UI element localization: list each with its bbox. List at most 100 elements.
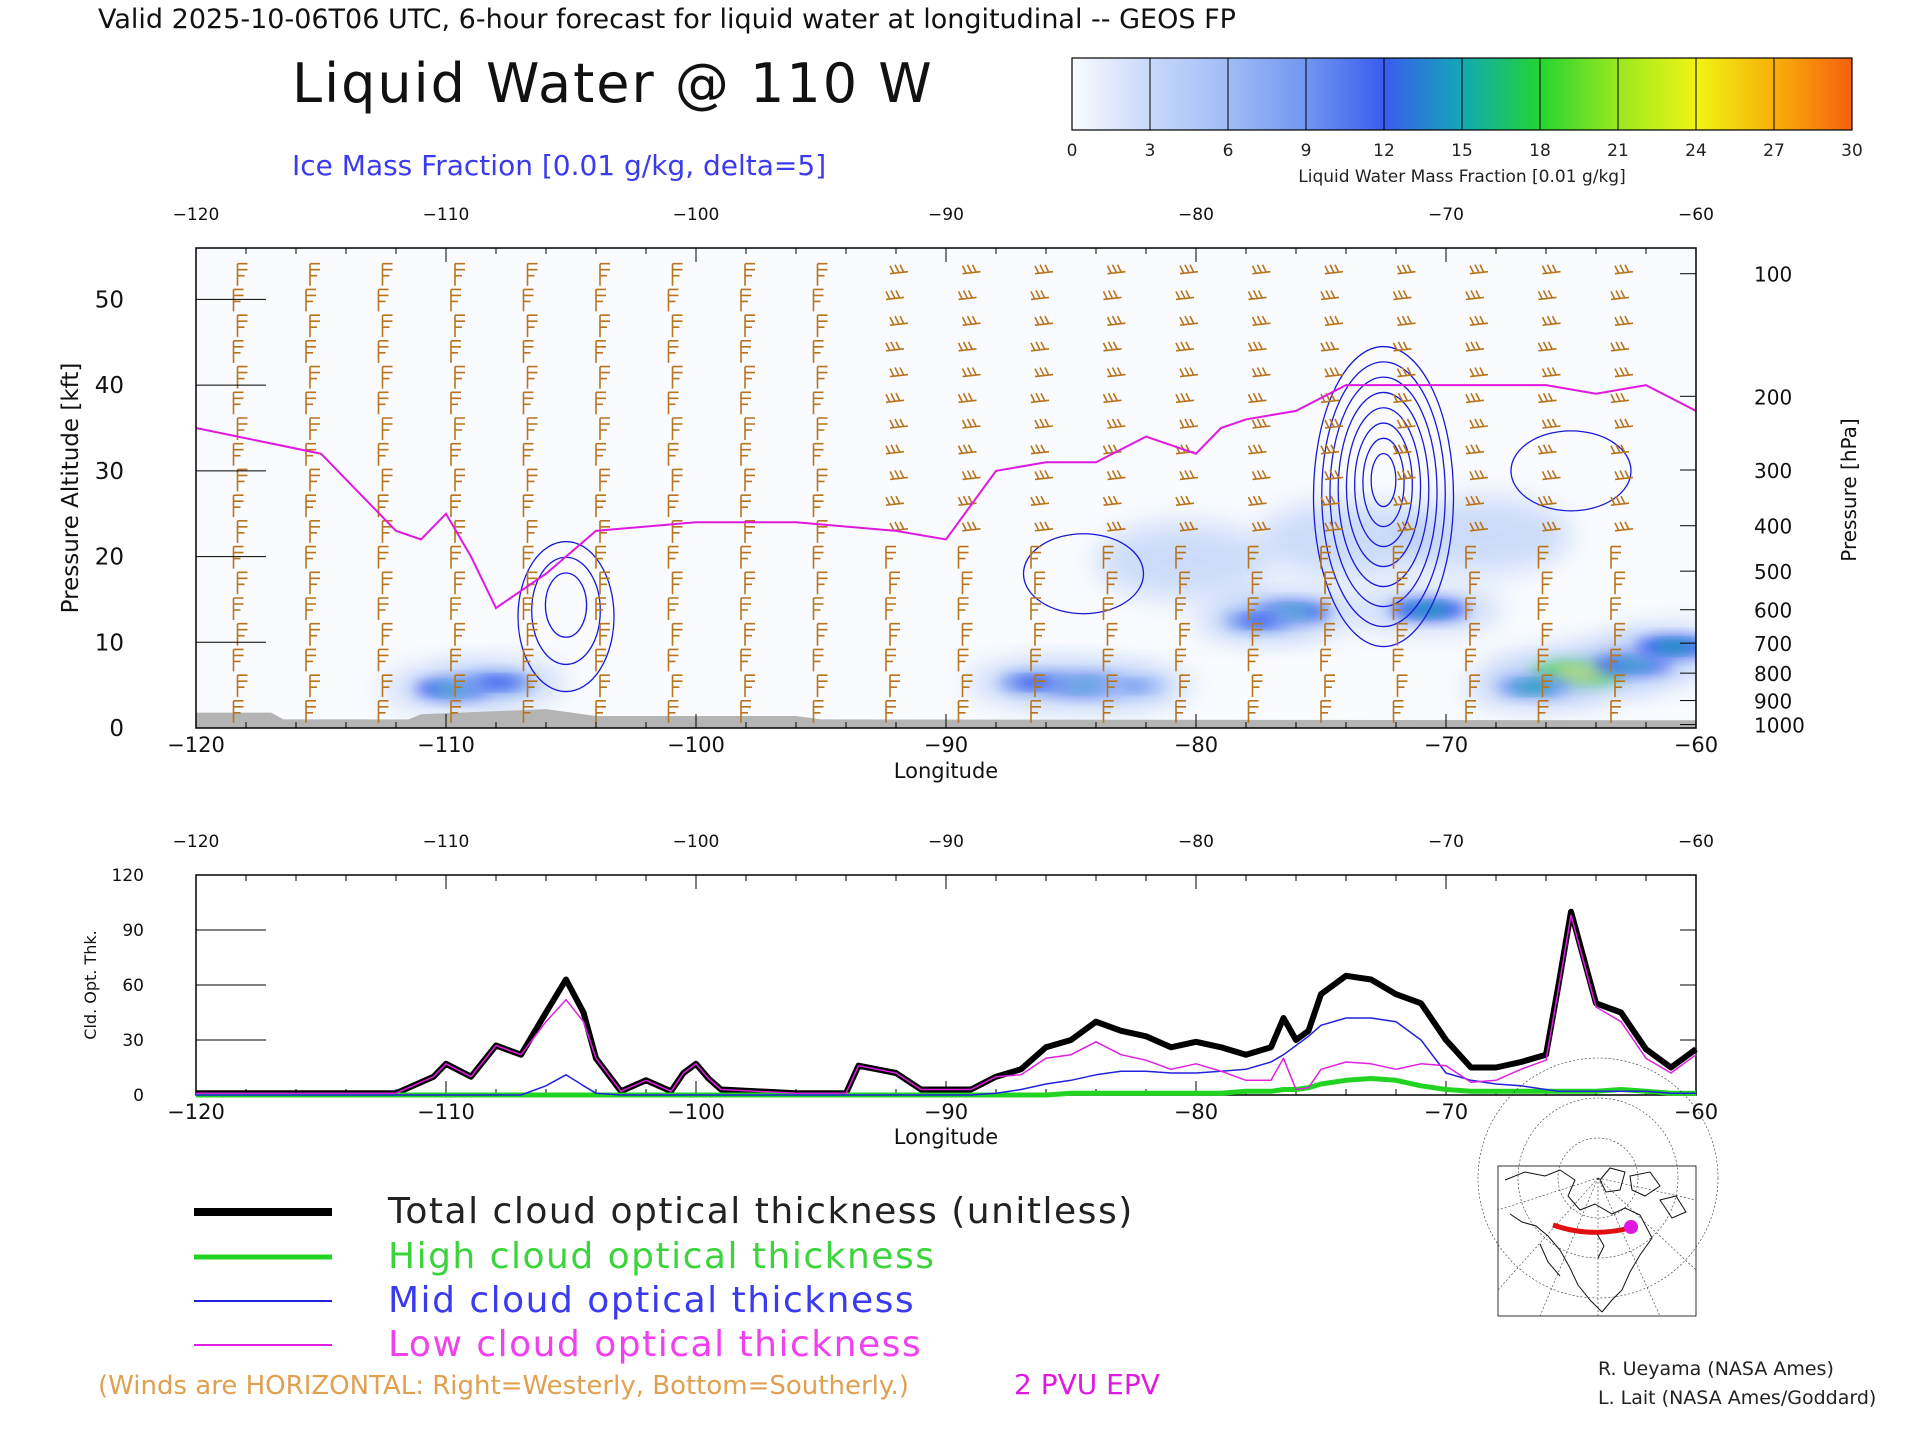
wind-barb (1541, 367, 1561, 378)
wind-barb (1610, 597, 1621, 620)
wind-barb (381, 365, 393, 389)
wind-barb (957, 444, 977, 455)
wind-barb (816, 262, 828, 286)
wind-barb (454, 417, 465, 440)
series-high-line (196, 1076, 1696, 1098)
wind-barb (450, 597, 461, 620)
liquid-water-blob (1258, 501, 1434, 578)
wind-barb (957, 495, 977, 506)
bottom-y-tick-label: 120 (112, 866, 144, 886)
wind-barb (1102, 341, 1122, 352)
wind-barb (1102, 290, 1122, 301)
wind-barb (1106, 264, 1126, 275)
wind-barb (1106, 622, 1118, 646)
wind-barb (816, 468, 828, 492)
wind-barb (522, 648, 534, 672)
wind-barb (885, 392, 905, 404)
top-ylabel-left: Pressure Altitude [kft] (58, 363, 84, 614)
colorbar-frame (1071, 57, 1853, 131)
wind-barb (1251, 674, 1263, 698)
wind-barb (1614, 315, 1634, 326)
wind-barb (885, 700, 896, 723)
bottom-y-tick-label: 90 (122, 921, 144, 941)
wind-barb (1537, 290, 1557, 301)
colorbar-segment (1306, 58, 1385, 130)
wind-barb (1034, 264, 1054, 275)
wind-barb (1320, 495, 1340, 506)
wind-barb (1034, 674, 1045, 698)
wind-barb (309, 417, 320, 440)
wind-barbs (232, 262, 1634, 723)
wind-barb (1537, 444, 1557, 455)
wind-barb (450, 288, 461, 312)
wind-barb (377, 442, 389, 466)
wind-barb (957, 545, 969, 569)
colorbar-tick-label: 9 (1301, 141, 1312, 161)
series-low-line (196, 914, 1697, 1094)
bottom-axes: −120 −120 −110 −110 −100 −100 −90 −90 −80 −80 −70 −… (112, 832, 1719, 1124)
wind-barb (1034, 521, 1054, 532)
bottom-xlabel: Longitude (894, 1125, 998, 1149)
top-x-tick-label: −80 (1174, 733, 1218, 757)
wind-barb (454, 674, 465, 698)
wind-barb (1102, 700, 1114, 723)
wind-barb (450, 700, 461, 723)
wind-barb (1614, 470, 1634, 481)
wind-barb (454, 622, 465, 646)
wind-barb (1392, 495, 1412, 506)
wind-barb (1106, 470, 1126, 481)
wind-barb (450, 391, 461, 415)
wind-barb (1251, 470, 1271, 481)
wind-barb (450, 545, 461, 569)
wind-barb (1251, 571, 1263, 595)
ice-contour (1345, 407, 1422, 568)
bottom-x-tick-label: −90 (924, 1100, 968, 1124)
wind-barb (522, 597, 534, 620)
wind-barb (526, 520, 538, 543)
wind-barb (381, 417, 393, 440)
wind-barb (812, 391, 824, 415)
wind-barb (1392, 290, 1412, 301)
wind-barb (309, 365, 320, 389)
wind-barb (1541, 264, 1561, 275)
top-y-tick-label: 30 (95, 459, 124, 485)
wind-barb (305, 340, 316, 363)
wind-barb (816, 674, 828, 698)
top-x-tick-label-top: −110 (423, 205, 470, 225)
wind-barb (961, 315, 981, 326)
wind-barb (740, 545, 751, 569)
wind-barb (667, 442, 679, 466)
top-panel-background (196, 248, 1696, 728)
wind-barb (236, 571, 248, 595)
wind-barb (1251, 264, 1271, 275)
wind-barb (1396, 571, 1408, 595)
wind-note: (Winds are HORIZONTAL: Right=Westerly, B… (98, 1371, 909, 1401)
wind-barb (1102, 545, 1114, 569)
wind-barb (305, 648, 316, 672)
wind-barb (812, 340, 824, 363)
liquid-water-blob (1463, 666, 1604, 708)
wind-barb (236, 520, 248, 543)
colorbar-tick-label: 12 (1373, 141, 1395, 161)
wind-barb (1392, 444, 1412, 455)
top-axes: −120 −120 −110 −110 −100 −100 −90 −90 −80 −80 −70 −… (95, 205, 1805, 757)
wind-barb (1030, 444, 1050, 455)
liquid-water-blob (1354, 588, 1503, 631)
wind-barb (1034, 315, 1054, 326)
top-y-tick-label: 20 (95, 545, 124, 571)
wind-barb (1324, 470, 1344, 481)
wind-barb (1251, 622, 1263, 646)
wind-barb (889, 315, 909, 326)
valid-line: Valid 2025-10-06T06 UTC, 6-hour forecast… (98, 4, 1236, 35)
wind-barb (1179, 622, 1190, 646)
wind-barb (454, 571, 465, 595)
colorbar-segment (1150, 58, 1229, 130)
wind-barb (236, 674, 248, 698)
wind-barb (1610, 444, 1630, 455)
wind-barb (889, 470, 909, 481)
wind-barb (1541, 622, 1553, 646)
wind-barb (1106, 571, 1118, 595)
wind-barb (595, 442, 606, 466)
top-y-tick-label: 0 (109, 716, 124, 742)
